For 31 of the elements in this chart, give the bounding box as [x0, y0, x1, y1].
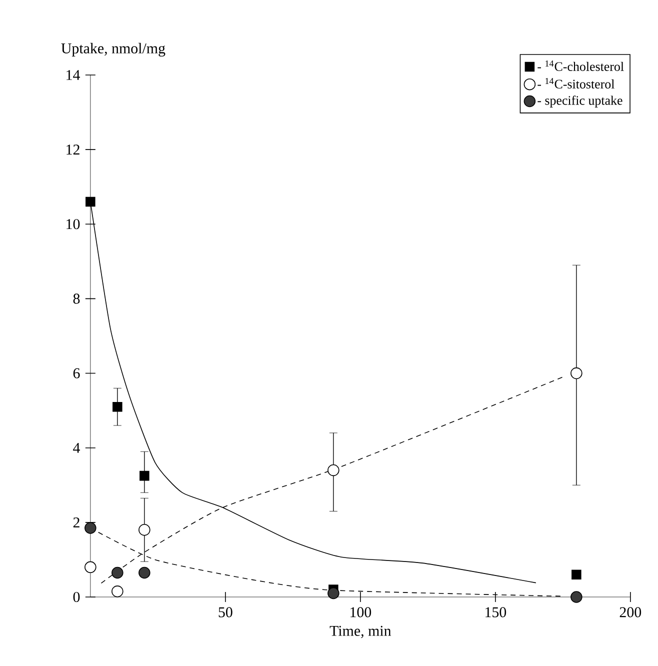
legend-label: - $^{14}$C-sitosterol	[537, 78, 614, 88]
point	[111, 566, 124, 579]
x-tick-label: 200	[620, 607, 641, 618]
y-tick-label: 0	[73, 592, 80, 602]
point	[84, 561, 96, 574]
y-tick-label: 8	[73, 294, 80, 304]
x-axis-title: Time, min	[330, 626, 391, 638]
y-tick-label: 12	[66, 144, 80, 155]
point	[84, 522, 96, 534]
y-tick-label: 14	[66, 70, 80, 80]
point	[138, 524, 150, 536]
point	[112, 402, 122, 412]
point	[570, 591, 582, 603]
point	[327, 587, 340, 600]
point	[85, 196, 96, 207]
y-tick-label: 6	[73, 368, 80, 378]
point	[327, 464, 340, 476]
legend-label: - specific uptake	[537, 96, 622, 108]
point	[139, 470, 150, 481]
y-axis-title: Uptake, nmol/mg	[61, 42, 166, 57]
point	[570, 367, 582, 380]
point	[571, 570, 582, 580]
point	[138, 566, 150, 579]
y-tick-label: 2	[73, 517, 80, 528]
point	[111, 586, 124, 598]
y-tick-label: 10	[66, 219, 80, 230]
x-tick-label: 150	[485, 607, 506, 618]
x-tick-label: 50	[218, 607, 232, 618]
legend-label: - $^{14}$C-cholesterol	[537, 60, 624, 71]
x-tick-label: 100	[350, 607, 371, 618]
y-tick-label: 4	[72, 442, 80, 453]
